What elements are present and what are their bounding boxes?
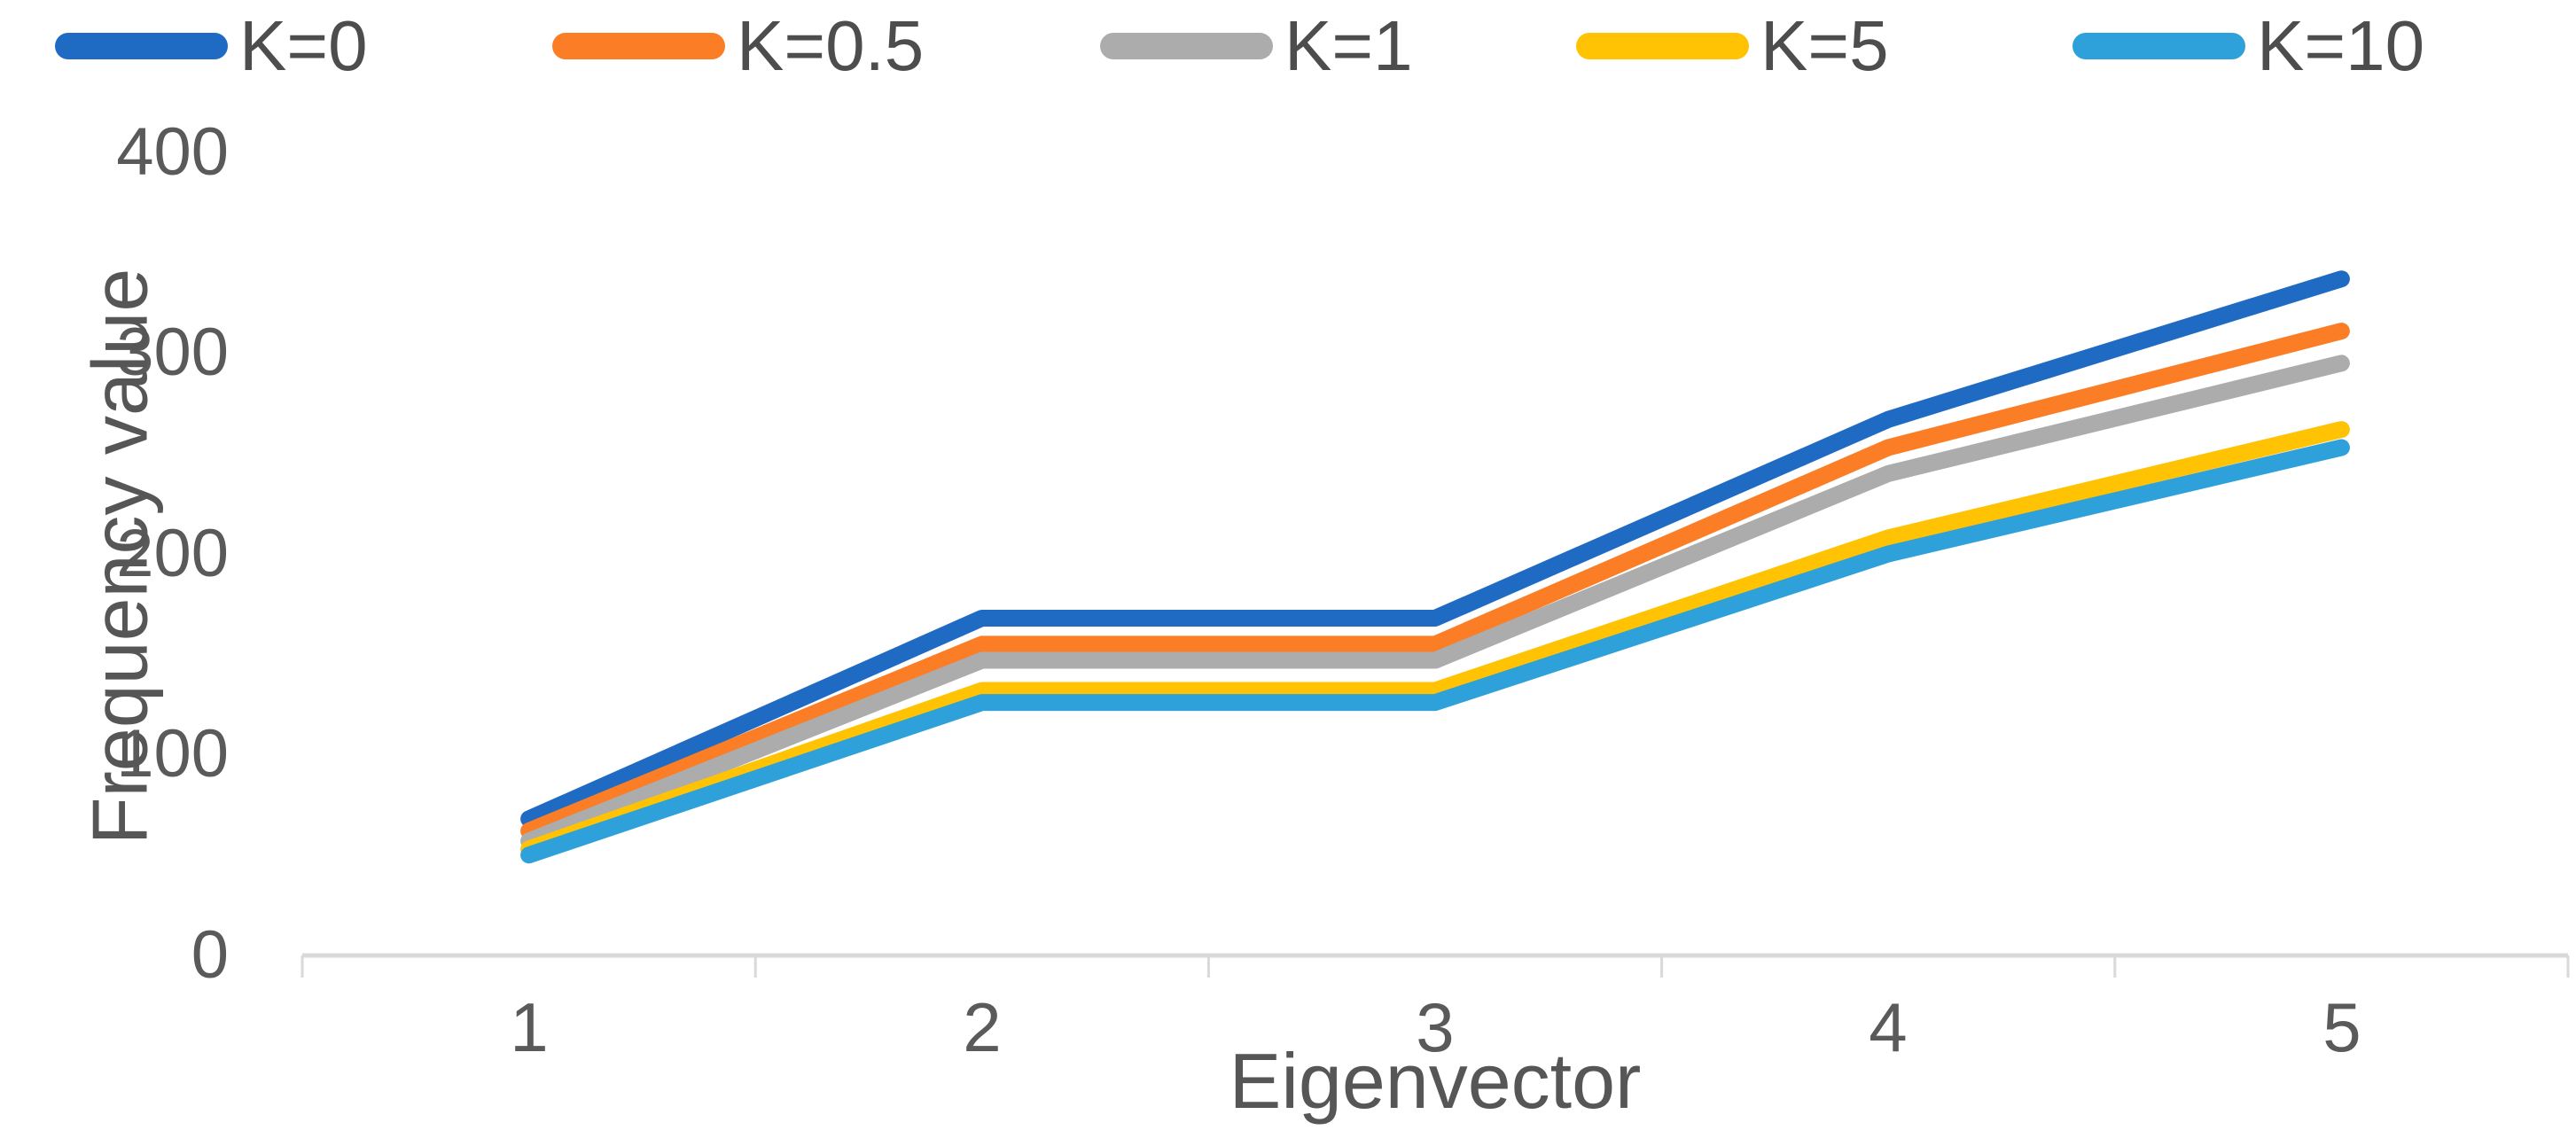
legend-item-k1[interactable]: K=1 xyxy=(1100,9,1413,83)
legend-item-k0_5[interactable]: K=0.5 xyxy=(552,9,924,83)
y-tick-label: 100 xyxy=(116,716,229,791)
legend-swatch-k10 xyxy=(2073,33,2245,59)
legend-swatch-k5 xyxy=(1576,33,1749,59)
legend-swatch-k0 xyxy=(55,33,228,59)
x-axis-title: Eigenvector xyxy=(1229,1037,1642,1125)
legend-label-k0_5: K=0.5 xyxy=(737,6,925,85)
x-tick-label: 2 xyxy=(963,988,1002,1066)
legend-label-k1: K=1 xyxy=(1284,6,1413,85)
x-tick-label: 5 xyxy=(2322,988,2361,1066)
legend-item-k5[interactable]: K=5 xyxy=(1576,9,1889,83)
series-line-k0 xyxy=(520,270,2350,828)
x-tick-label: 3 xyxy=(1416,988,1455,1066)
series-line-k1 xyxy=(520,355,2350,850)
legend-item-k0[interactable]: K=0 xyxy=(55,9,368,83)
legend-label-k0: K=0 xyxy=(239,6,368,85)
legend-label-k10: K=10 xyxy=(2257,6,2425,85)
legend-label-k5: K=5 xyxy=(1760,6,1889,85)
y-axis-title: Frequency value xyxy=(75,268,164,846)
y-tick-label: 200 xyxy=(116,516,229,591)
y-tick-label: 400 xyxy=(116,114,229,190)
x-tick-label: 1 xyxy=(510,988,549,1066)
y-tick-label: 300 xyxy=(116,315,229,390)
legend-swatch-k1 xyxy=(1100,33,1273,59)
series-line-k5 xyxy=(520,421,2350,858)
series-line-k10 xyxy=(520,439,2350,864)
y-tick-label: 0 xyxy=(191,917,229,993)
legend-item-k10[interactable]: K=10 xyxy=(2073,9,2424,83)
legend-swatch-k0_5 xyxy=(552,33,725,59)
x-tick-label: 4 xyxy=(1869,988,1908,1066)
series-line-k05 xyxy=(520,323,2350,840)
